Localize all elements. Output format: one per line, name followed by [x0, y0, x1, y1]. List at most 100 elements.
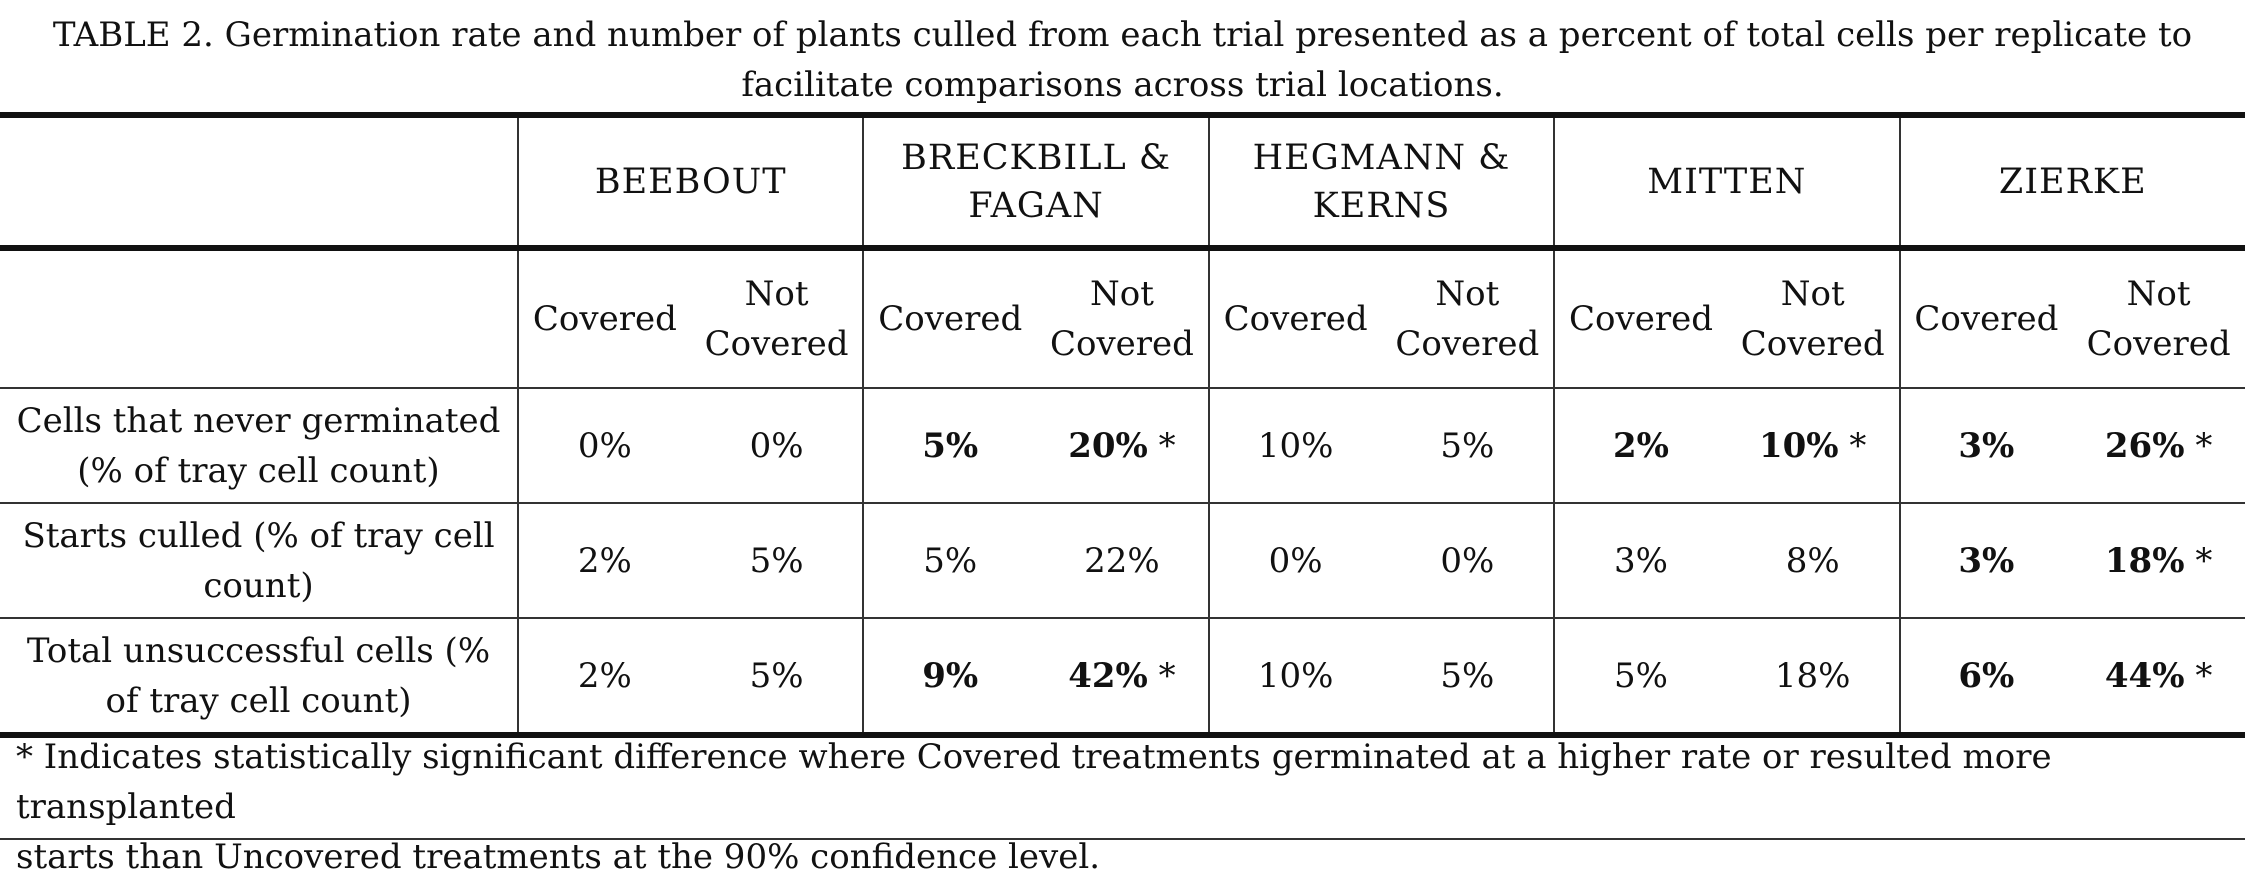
subheader-line: Not	[1089, 274, 1154, 314]
cell-value: 10%	[1758, 425, 1839, 466]
table-page: TABLE 2. Germination rate and number of …	[0, 10, 2245, 877]
cell-value: 44%	[2104, 655, 2185, 696]
table-cell: 26% *	[2072, 387, 2245, 503]
location-name: ZIERKE	[1998, 161, 2147, 202]
location-header-breckbill-fagan: BRECKBILL & FAGAN	[862, 112, 1209, 251]
subheader-line: Covered	[1395, 324, 1540, 364]
cell-value: 18%	[1774, 655, 1851, 696]
table-cell: 5%	[862, 502, 1037, 618]
location-name: FAGAN	[968, 185, 1104, 226]
cell-value: 6%	[1958, 655, 2015, 696]
subheader-line: Not	[2126, 274, 2191, 314]
row-label: Cells that never germinated (% of tray ce…	[0, 387, 519, 503]
table-cell: 2%	[517, 502, 691, 618]
subheader-not-covered: Not Covered	[1727, 248, 1900, 388]
table-cell: 18% *	[2072, 502, 2245, 618]
subheader-line: Not	[1435, 274, 1500, 314]
caption-line-1: TABLE 2. Germination rate and number of …	[52, 15, 2193, 55]
location-header-zierke: ZIERKE	[1898, 112, 2245, 251]
cell-value: 8%	[1785, 540, 1840, 581]
subheader-covered: Covered	[517, 248, 691, 388]
cell-value: 22%	[1084, 540, 1160, 581]
cell-value: 10%	[1257, 425, 1334, 466]
location-name: MITTEN	[1647, 161, 1807, 202]
table-caption: TABLE 2. Germination rate and number of …	[0, 10, 2245, 110]
subheader-covered: Covered	[1553, 248, 1727, 388]
cell-value: 20%	[1068, 425, 1148, 466]
table-row: Starts culled (% of tray cell count) 2% 5% 5…	[0, 502, 2245, 618]
table-cell: 22%	[1036, 502, 1209, 618]
cell-value: 0%	[1268, 540, 1323, 581]
footnote: * Indicates statistically significant di…	[16, 732, 2231, 882]
significance-marker: *	[1158, 425, 1176, 466]
cell-value: 3%	[1614, 540, 1668, 581]
location-header-beebout: BEEBOUT	[517, 112, 864, 251]
cell-value: 0%	[1440, 540, 1495, 581]
row-label: Starts culled (% of tray cell count)	[0, 502, 519, 618]
table-cell: 5%	[1381, 387, 1555, 503]
cell-value: 5%	[749, 540, 804, 581]
location-header-hegmann-kerns: HEGMANN & KERNS	[1207, 112, 1555, 251]
row-label-line: Total unsuccessful cells (%	[26, 630, 491, 671]
cell-value: 5%	[1614, 655, 1668, 696]
subheader-covered: Covered	[1898, 248, 2073, 388]
table-cell: 18%	[1726, 617, 1900, 738]
subheader-not-covered: Not Covered	[2072, 248, 2245, 388]
cell-value: 5%	[922, 425, 979, 466]
cell-value: 5%	[749, 655, 804, 696]
table-cell: 5%	[690, 502, 864, 618]
significance-marker: *	[1849, 425, 1867, 466]
row-label-line: (% of tray cell count)	[77, 450, 440, 491]
table-cell: 2%	[517, 617, 691, 738]
table-cell: 10%	[1207, 387, 1382, 503]
significance-marker: *	[2195, 540, 2213, 581]
empty-subheader-cell	[0, 248, 518, 388]
row-label-line: Starts culled (% of tray cell	[22, 515, 495, 556]
table-cell: 0%	[1207, 502, 1382, 618]
table-cell: 6%	[1898, 617, 2073, 738]
cell-value: 3%	[1958, 425, 2015, 466]
table-cell: 0%	[517, 387, 691, 503]
row-label-line: of tray cell count)	[105, 680, 412, 721]
subheader-line: Covered	[1049, 324, 1194, 364]
table-cell: 3%	[1898, 502, 2073, 618]
location-name: BRECKBILL &	[901, 137, 1172, 178]
table-cell: 5%	[690, 617, 864, 738]
location-header-row: BEEBOUT BRECKBILL & FAGAN HEGMANN & KERN…	[0, 112, 2245, 251]
row-label-line: count)	[203, 565, 314, 606]
table-cell: 0%	[1381, 502, 1555, 618]
cell-value: 42%	[1068, 655, 1148, 696]
subheader-line: Covered	[2086, 324, 2231, 364]
germination-table: BEEBOUT BRECKBILL & FAGAN HEGMANN & KERN…	[0, 112, 2245, 738]
row-label: Total unsuccessful cells (% of tray cell …	[0, 617, 519, 738]
row-label-line: Cells that never germinated	[16, 400, 501, 441]
cell-value: 5%	[923, 540, 978, 581]
corner-cell	[0, 112, 519, 251]
table-cell: 20% *	[1036, 387, 1209, 503]
location-name: HEGMANN &	[1252, 137, 1511, 178]
table-cell: 44% *	[2072, 617, 2245, 738]
cell-value: 9%	[922, 655, 979, 696]
table-cell: 8%	[1726, 502, 1900, 618]
subheader-line: Not	[1780, 274, 1845, 314]
cell-value: 2%	[577, 540, 632, 581]
significance-marker: *	[2195, 425, 2213, 466]
location-name: KERNS	[1312, 185, 1451, 226]
subheader-covered: Covered	[862, 248, 1037, 388]
table-cell: 5%	[862, 387, 1037, 503]
subheader-line: Covered	[704, 324, 849, 364]
table-row: Total unsuccessful cells (% of tray cell …	[0, 617, 2245, 738]
bottom-rule	[0, 838, 2245, 840]
table-cell: 10% *	[1726, 387, 1900, 503]
significance-marker: *	[1158, 655, 1176, 696]
cell-value: 18%	[2104, 540, 2185, 581]
location-name: BEEBOUT	[594, 161, 787, 202]
cell-value: 0%	[577, 425, 632, 466]
table-cell: 42% *	[1036, 617, 1209, 738]
cell-value: 5%	[1440, 655, 1495, 696]
cell-value: 10%	[1257, 655, 1334, 696]
subheader-covered: Covered	[1207, 248, 1382, 388]
table-row: Cells that never germinated (% of tray ce…	[0, 387, 2245, 503]
table-cell: 10%	[1207, 617, 1382, 738]
footnote-line-1: * Indicates statistically significant di…	[16, 737, 2052, 827]
